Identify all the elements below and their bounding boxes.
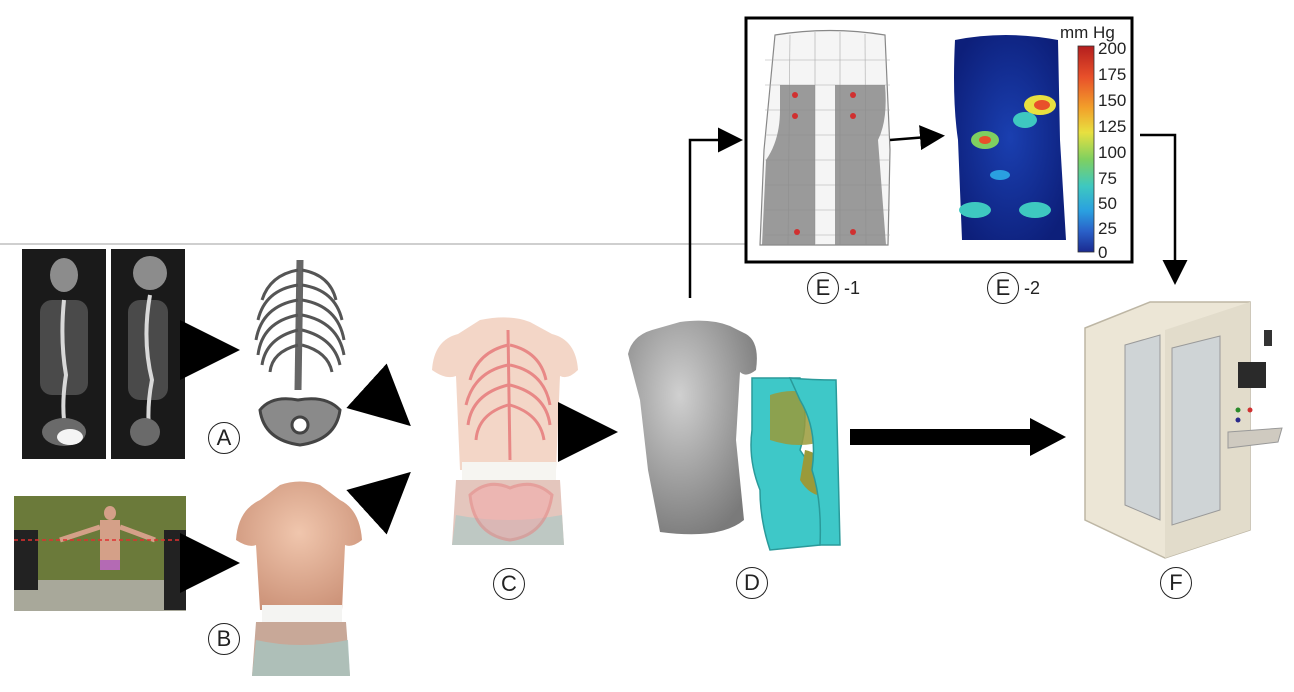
colorbar-tick: 100 <box>1098 143 1127 162</box>
colorbar-tick: 75 <box>1098 169 1117 188</box>
printer-machine <box>1084 301 1283 559</box>
mesh-model <box>759 29 891 246</box>
colorbar-tick: 50 <box>1098 194 1117 213</box>
torso-model <box>628 320 757 535</box>
arrow-mesh-to-pressure <box>889 125 945 151</box>
label-e2-suffix: -2 <box>1024 278 1041 298</box>
colorbar-unit: mm Hg <box>1060 23 1115 42</box>
label-f: F <box>1160 567 1192 599</box>
spine-model <box>254 259 346 447</box>
body-scan-photo <box>14 496 186 611</box>
fused-model <box>432 317 578 545</box>
brace-model <box>750 377 841 551</box>
back-scan-model <box>236 481 362 676</box>
label-d: D <box>736 567 768 599</box>
arrow-scan-to-fusion <box>346 471 411 535</box>
label-b: B <box>208 623 240 655</box>
divider-line <box>0 243 750 245</box>
colorbar-tick: 25 <box>1098 219 1117 238</box>
label-c: C <box>493 568 525 600</box>
colorbar-tick: 150 <box>1098 91 1127 110</box>
label-e2: E <box>987 272 1019 304</box>
colorbar-tick: 175 <box>1098 65 1127 84</box>
label-a: A <box>208 422 240 454</box>
arrow-brace-to-simulation <box>688 127 743 298</box>
pressure-map <box>954 35 1066 240</box>
label-e1-suffix: -1 <box>844 278 861 298</box>
colorbar-tick: 200 <box>1098 39 1127 58</box>
colorbar-gradient <box>1077 45 1095 253</box>
label-e1: E <box>807 272 839 304</box>
colorbar-tick: 0 <box>1098 243 1108 262</box>
xray-frontal-image <box>22 249 106 459</box>
arrow-brace-to-printer-head <box>1030 418 1066 456</box>
arrow-spine-to-fusion <box>346 363 411 427</box>
xray-lateral-image <box>111 249 185 459</box>
arrow-simulation-to-printer <box>1140 133 1188 285</box>
colorbar-tick: 125 <box>1098 117 1127 136</box>
